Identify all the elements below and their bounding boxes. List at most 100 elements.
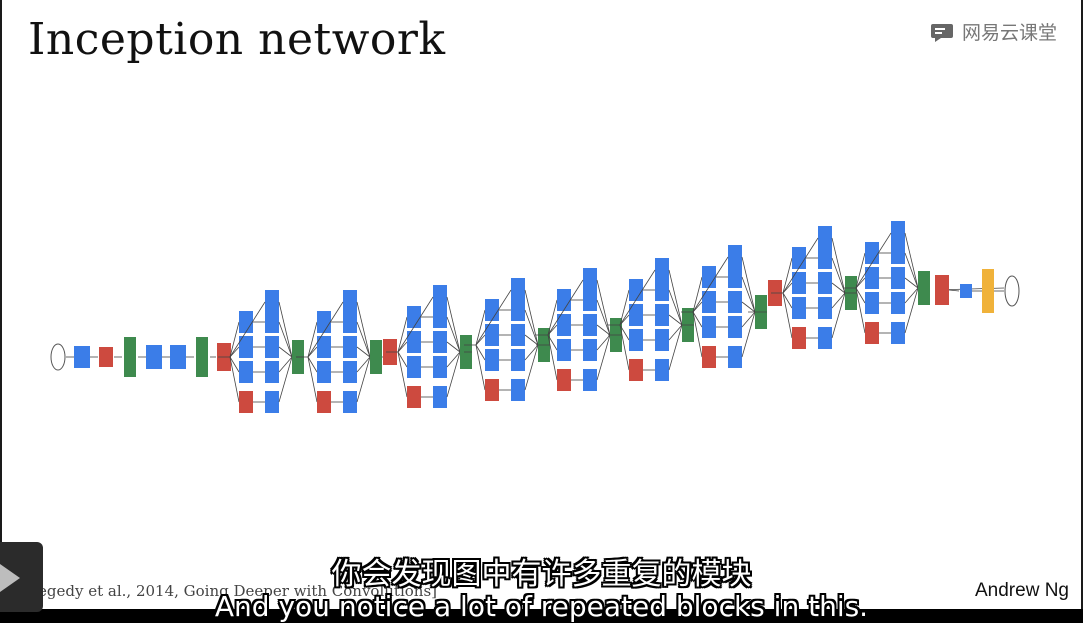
conv-layer-box (728, 245, 742, 269)
connection-line (356, 321, 371, 358)
conv-layer-box (583, 339, 597, 361)
connection-line (668, 269, 683, 326)
conv-layer-box (728, 346, 742, 368)
conv-layer-box (583, 369, 597, 391)
connection-line (619, 324, 630, 371)
subtitle-chinese: 你会发现图中有许多重复的模块 (331, 557, 752, 592)
connection-line (782, 257, 793, 294)
citation: [Szegedy et al., 2014, Going Deeper with… (14, 582, 437, 600)
connection-line (855, 287, 866, 334)
stem-layer-box (124, 337, 136, 377)
conv-layer-box (343, 311, 357, 333)
conv-layer-box (343, 290, 357, 314)
conv-layer-box (891, 292, 905, 314)
conv-layer-box (511, 379, 525, 401)
conv-layer-box (702, 316, 716, 338)
connection-line (904, 277, 919, 289)
connection-line (668, 324, 683, 341)
conv-layer-box (343, 336, 357, 358)
slide-title: Inception network (28, 14, 446, 65)
stem-layer-box (196, 337, 208, 377)
connection-line (307, 301, 344, 358)
conv-layer-box (557, 314, 571, 336)
conv-layer-box (702, 291, 716, 313)
conv-layer-box (407, 331, 421, 353)
connection-line (904, 287, 919, 304)
conv-layer-box (485, 349, 499, 371)
conv-layer-box (655, 359, 669, 381)
conv-layer-box (511, 324, 525, 346)
connection-line (356, 356, 371, 403)
connection-line (547, 334, 558, 351)
conv-layer-box (792, 272, 806, 294)
connection-line (831, 292, 846, 309)
connection-line (855, 252, 866, 289)
conv-layer-box (317, 336, 331, 358)
connection-line (782, 292, 793, 309)
connection-line (475, 289, 512, 346)
connection-line (278, 301, 293, 358)
connection-line (307, 356, 318, 403)
connection-line (741, 276, 756, 313)
pool-layer-box (865, 322, 879, 344)
connection-line (397, 316, 408, 353)
conv-layer-box (891, 242, 905, 264)
author-credit: Andrew Ng (975, 580, 1069, 601)
pool-layer-box (935, 275, 949, 305)
connection-line (692, 256, 729, 313)
conv-layer-box (792, 247, 806, 269)
watermark-text: 网易云课堂 (961, 22, 1057, 44)
connection-line (278, 356, 293, 403)
connection-line (831, 292, 846, 339)
connection-line (547, 334, 558, 381)
connection-line (229, 321, 240, 358)
connection-line (278, 346, 293, 358)
connection-line (524, 309, 539, 346)
connection-line (904, 232, 919, 289)
connection-line (692, 311, 703, 328)
conv-layer-box (865, 292, 879, 314)
connection-line (446, 351, 461, 368)
cloud-classroom-logo-icon (930, 23, 953, 42)
conv-layer-box (818, 327, 832, 349)
connection-line (524, 344, 539, 361)
conv-layer-box (865, 267, 879, 289)
connection-line (668, 324, 683, 371)
connection-line (782, 292, 793, 339)
connection-line (596, 299, 611, 336)
connection-line (692, 276, 703, 313)
conv-layer-box (728, 291, 742, 313)
connection-line (692, 311, 703, 358)
connection-line (741, 256, 756, 313)
connection-line (397, 351, 408, 398)
conv-layer-box (433, 386, 447, 408)
conv-layer-box (485, 324, 499, 346)
play-button[interactable] (0, 542, 43, 612)
conv-layer-box (265, 311, 279, 333)
connection-line (782, 237, 819, 294)
pool-layer-box (407, 386, 421, 408)
connection-line (619, 269, 656, 326)
conv-layer-box (265, 391, 279, 413)
conv-layer-box (511, 349, 525, 371)
connection-line (741, 301, 756, 313)
softmax-layer-box (982, 269, 994, 313)
connection-line (596, 334, 611, 351)
conv-layer-box (433, 306, 447, 328)
fc-layer-box (960, 284, 972, 298)
conv-layer-box (433, 356, 447, 378)
pool-layer-box (557, 369, 571, 391)
connection-line (619, 289, 630, 326)
connection-line (547, 279, 584, 336)
connection-line (278, 321, 293, 358)
connection-line (475, 344, 486, 361)
connection-line (446, 316, 461, 353)
connection-line (229, 301, 266, 358)
stem-layer-box (99, 347, 113, 367)
conv-layer-box (239, 361, 253, 383)
conv-layer-box (317, 311, 331, 333)
play-icon[interactable] (0, 562, 24, 594)
connection-line (668, 289, 683, 326)
connection-line (356, 346, 371, 358)
